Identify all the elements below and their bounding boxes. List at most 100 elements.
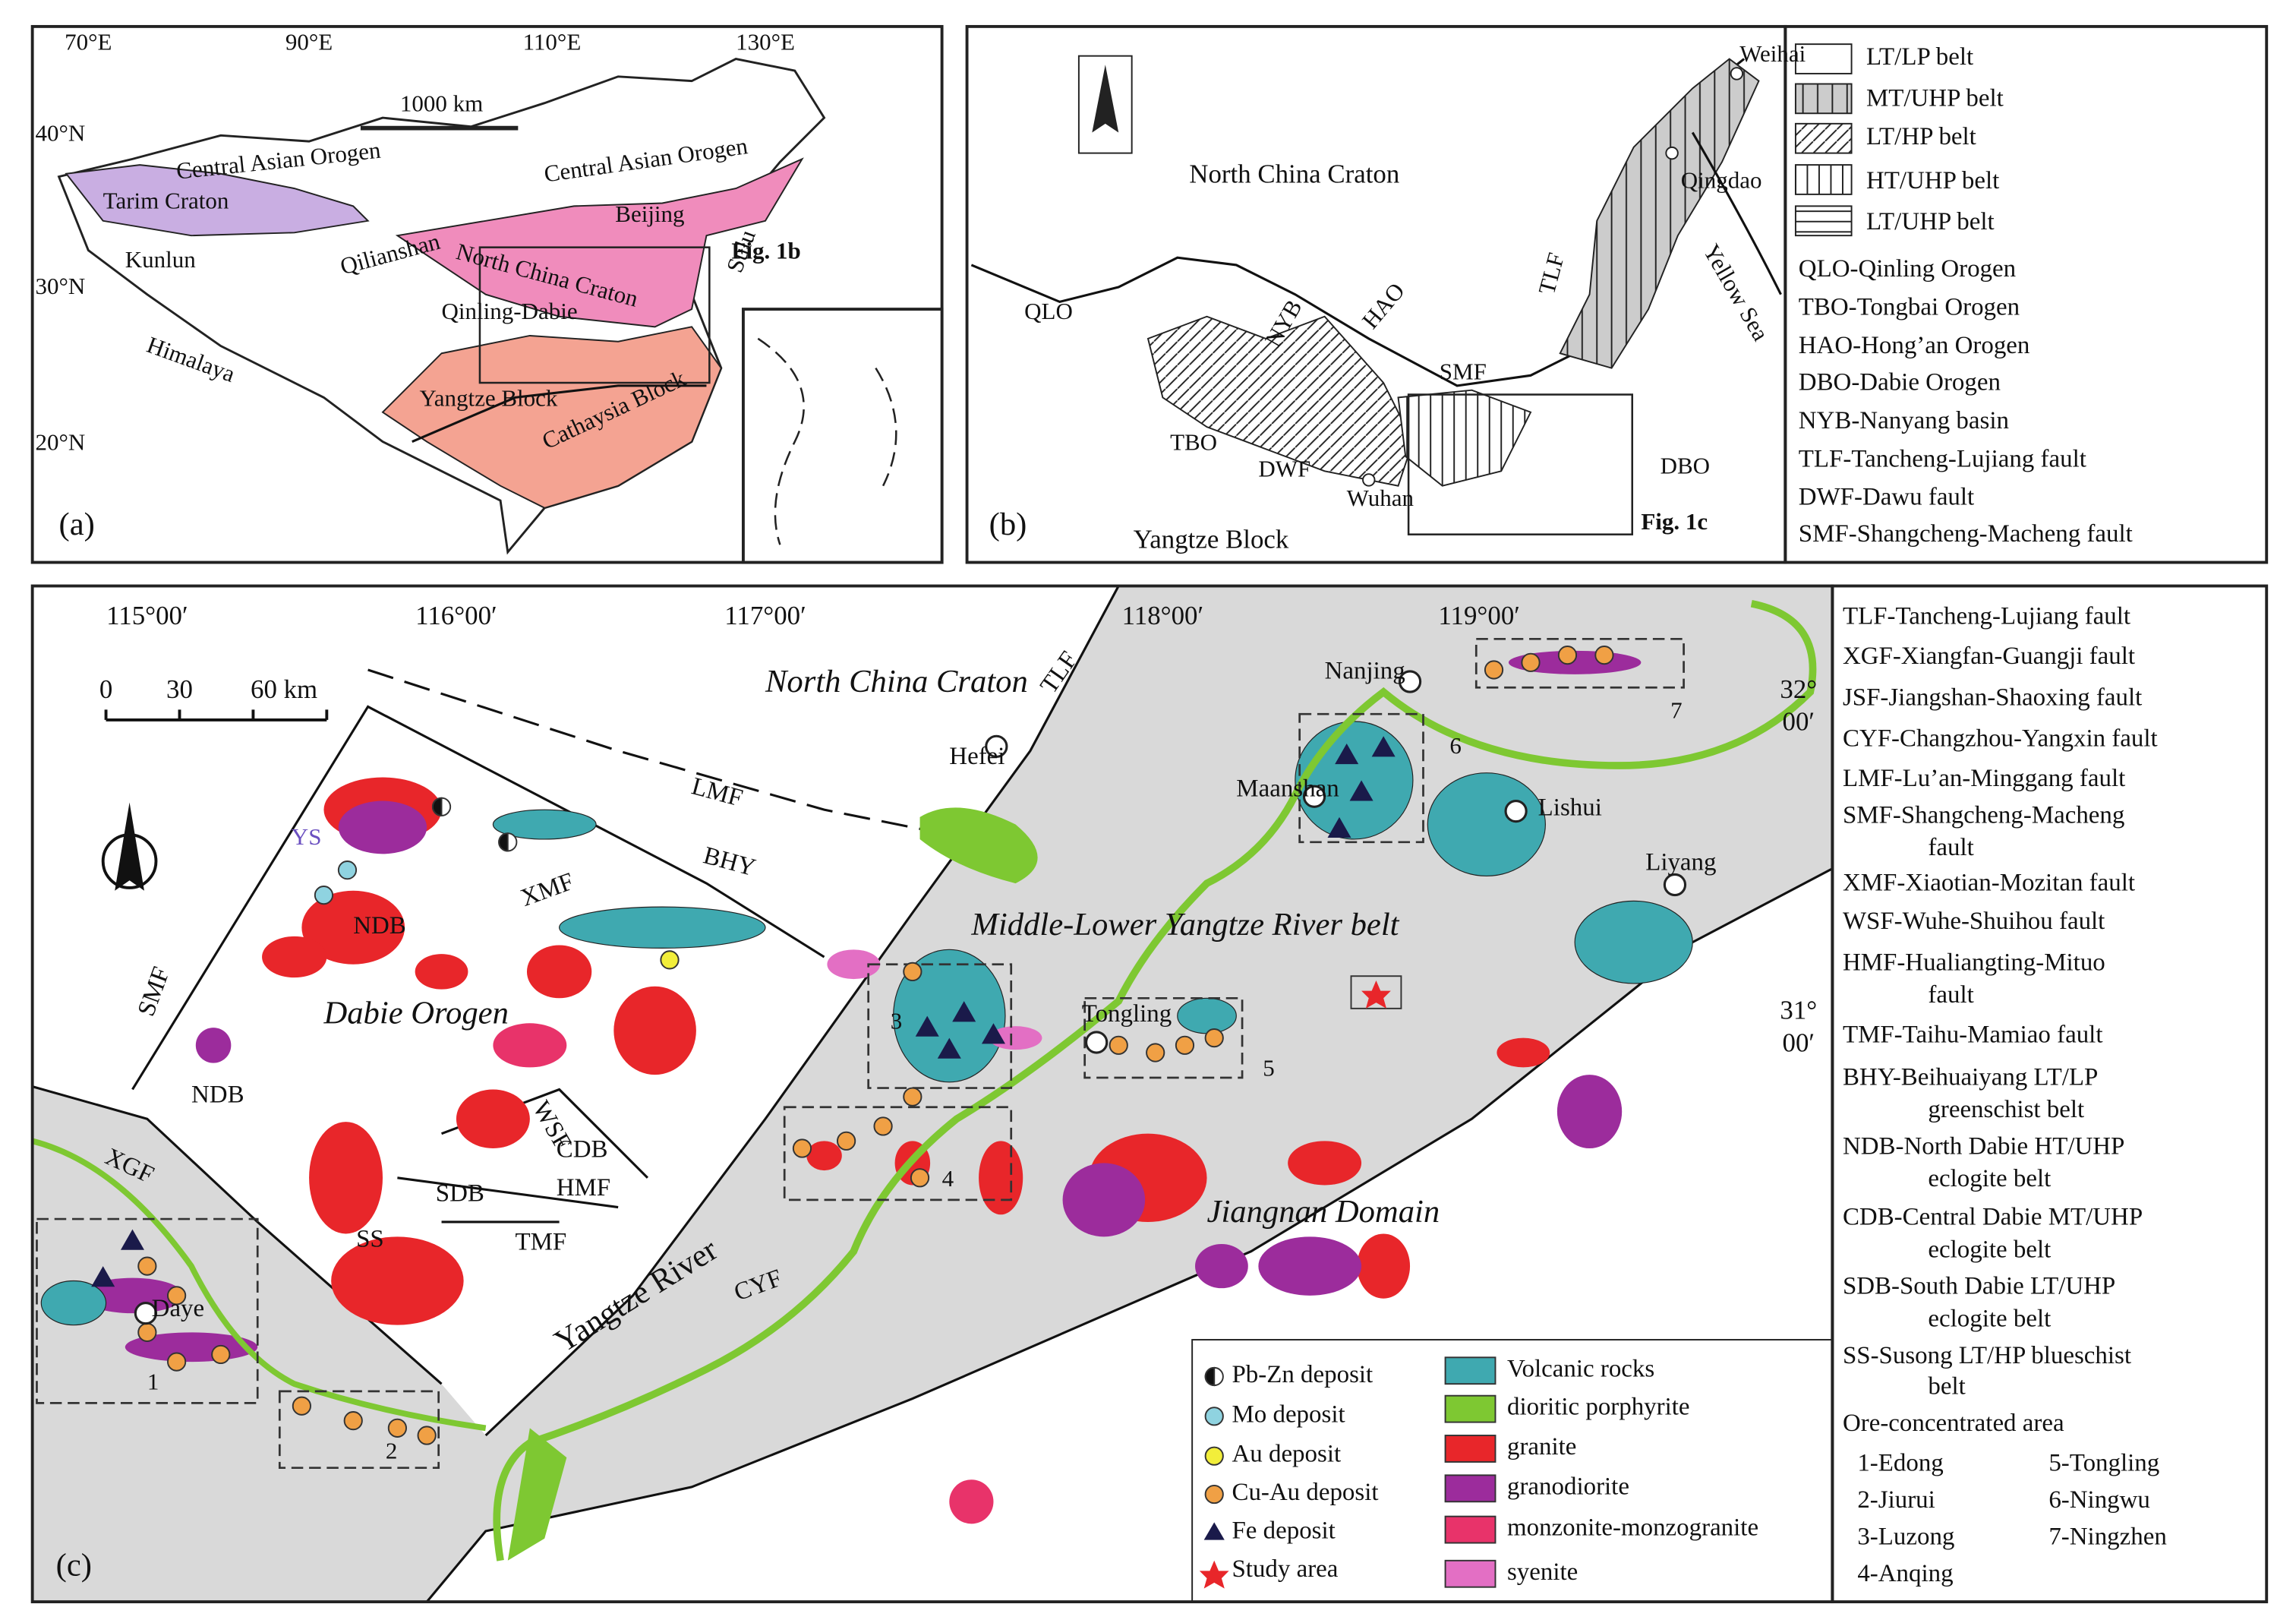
place-label: TMF <box>515 1229 566 1256</box>
abbreviation: belt <box>1928 1373 1965 1400</box>
lon-label: 115°00′ <box>106 601 188 630</box>
panel-label: (a) <box>59 507 95 542</box>
abbreviation: QLO-Qinling Orogen <box>1799 255 2016 283</box>
abbreviation: NYB-Nanyang basin <box>1799 407 2009 434</box>
inset-line <box>757 337 805 545</box>
abbreviation: WSF-Wuhe-Shuihou fault <box>1843 908 2105 935</box>
ht-uhp-belt <box>1397 389 1532 487</box>
lat-label: 20°N <box>36 429 86 456</box>
abbreviation: XMF-Xiaotian-Mozitan fault <box>1843 870 2135 897</box>
abbreviation: eclogite belt <box>1928 1305 2051 1332</box>
abbreviation: CYF-Changzhou-Yangxin fault <box>1843 725 2158 753</box>
lon-label: 117°00′ <box>724 601 806 630</box>
place-label: Wuhan <box>1347 485 1414 511</box>
place-label: SS <box>356 1226 384 1253</box>
lon-label: 90°E <box>285 28 333 55</box>
tarim-craton <box>65 164 370 237</box>
place-label: Kunlun <box>125 246 196 273</box>
place-label: DBO <box>1660 453 1710 479</box>
block-boundary <box>412 384 707 443</box>
legend-title: Ore-concentrated area <box>1843 1410 2064 1437</box>
place-label: Yangtze Block <box>1134 524 1289 554</box>
abbreviation: LMF-Lu’an-Minggang fault <box>1843 765 2125 792</box>
legend-label: granodiorite <box>1507 1473 1629 1500</box>
abbreviation: eclogite belt <box>1928 1236 2051 1263</box>
monzonite-syenite <box>493 949 1042 1524</box>
lat-label: 00′ <box>1783 1028 1815 1057</box>
lon-label: 130°E <box>736 28 795 55</box>
legend-frame <box>1784 24 2269 564</box>
ore-area: 6-Ningwu <box>2048 1486 2150 1514</box>
city <box>1730 67 1744 81</box>
place-label: Lishui <box>1538 794 1602 822</box>
legend-label: granite <box>1507 1433 1576 1460</box>
abbreviation: SMF-Shangcheng-Macheng fault <box>1799 520 2133 548</box>
fig1b-box <box>478 246 711 384</box>
place-label: YS <box>292 823 322 850</box>
inset-frame <box>741 308 944 564</box>
place-label: Daye <box>152 1295 204 1322</box>
abbreviation: TMF-Taihu-Mamiao fault <box>1843 1021 2103 1048</box>
place-label: North China Craton <box>765 664 1028 699</box>
north-arrow <box>1092 65 1119 133</box>
place-label: SDB <box>436 1180 484 1208</box>
fig1c-box <box>1407 393 1634 535</box>
ore-area: 7-Ningzhen <box>2048 1523 2166 1550</box>
lat-label: 00′ <box>1783 707 1815 737</box>
ore-area-box <box>36 637 1685 1470</box>
abbreviation: SS-Susong LT/HP blueschist <box>1843 1342 2131 1369</box>
area-number: 5 <box>1263 1054 1274 1081</box>
legend-label: monzonite-monzogranite <box>1507 1514 1758 1542</box>
place-label: DWF <box>1258 455 1310 482</box>
scale-label: 0 <box>99 674 112 704</box>
panel-frame <box>30 24 944 564</box>
mt-uhp-belt <box>1559 58 1760 369</box>
scale-label: 1000 km <box>400 90 483 117</box>
lat-label: 32° <box>1780 674 1817 704</box>
legend-label: LT/UHP belt <box>1866 208 1995 235</box>
figure-ref: Fig. 1c <box>1641 508 1708 535</box>
legend-label: HT/UHP belt <box>1866 167 1999 194</box>
lon-label: 118°00′ <box>1122 601 1203 630</box>
ore-area: 5-Tongling <box>2048 1449 2159 1476</box>
place-label: Tongling <box>1082 1000 1172 1028</box>
abbreviation: BHY-Beihuaiyang LT/LP <box>1843 1063 2098 1091</box>
place-label: Nanjing <box>1325 657 1405 684</box>
place-label: Liyang <box>1645 848 1716 876</box>
yangtze-river <box>31 1138 487 1432</box>
fe-deposit <box>91 736 1396 1287</box>
legend-deposit-symbols <box>1199 1366 1229 1589</box>
city <box>134 670 1687 1325</box>
study-area-star <box>1361 980 1391 1009</box>
legend-label: Fe deposit <box>1232 1517 1335 1545</box>
abbreviation: DBO-Dabie Orogen <box>1799 369 2001 396</box>
yangtze-river <box>493 600 1817 1561</box>
volcanic-rocks <box>40 721 1693 1326</box>
area-number: 4 <box>942 1165 954 1192</box>
ore-area: 4-Anqing <box>1857 1560 1953 1587</box>
legend-frame <box>1831 584 2269 1604</box>
abbreviation: TBO-Tongbai Orogen <box>1799 294 2020 321</box>
lat-label: 40°N <box>36 119 86 146</box>
place-label: NDB <box>191 1081 244 1109</box>
legend-label: LT/LP belt <box>1866 43 1973 71</box>
lon-label: 116°00′ <box>415 601 497 630</box>
north-arrow-frame <box>1077 55 1133 154</box>
legend-label: dioritic porphyrite <box>1507 1394 1690 1421</box>
legend-box <box>1191 1339 1834 1603</box>
place-label: Middle-Lower Yangtze River belt <box>970 907 1399 943</box>
abbreviation: JSF-Jiangshan-Shaoxing fault <box>1843 684 2142 711</box>
legend-rock-swatches <box>1444 1356 1496 1588</box>
legend-label: Pb-Zn deposit <box>1232 1361 1373 1388</box>
north-china-craton <box>395 157 804 328</box>
figure-ref: Fig. 1b <box>731 238 800 264</box>
abbreviation: SDB-South Dabie LT/UHP <box>1843 1273 2115 1300</box>
legend-swatch <box>1794 205 1853 237</box>
legend-label: Cu-Au deposit <box>1232 1479 1378 1506</box>
lat-label: 30°N <box>36 273 86 299</box>
place-label: North China Craton <box>1189 159 1399 189</box>
mo-au-pbzn-deposit <box>314 797 680 970</box>
area-number: 6 <box>1449 732 1461 759</box>
legend-label: MT/UHP belt <box>1866 84 2004 112</box>
panel-label: (b) <box>989 507 1027 542</box>
